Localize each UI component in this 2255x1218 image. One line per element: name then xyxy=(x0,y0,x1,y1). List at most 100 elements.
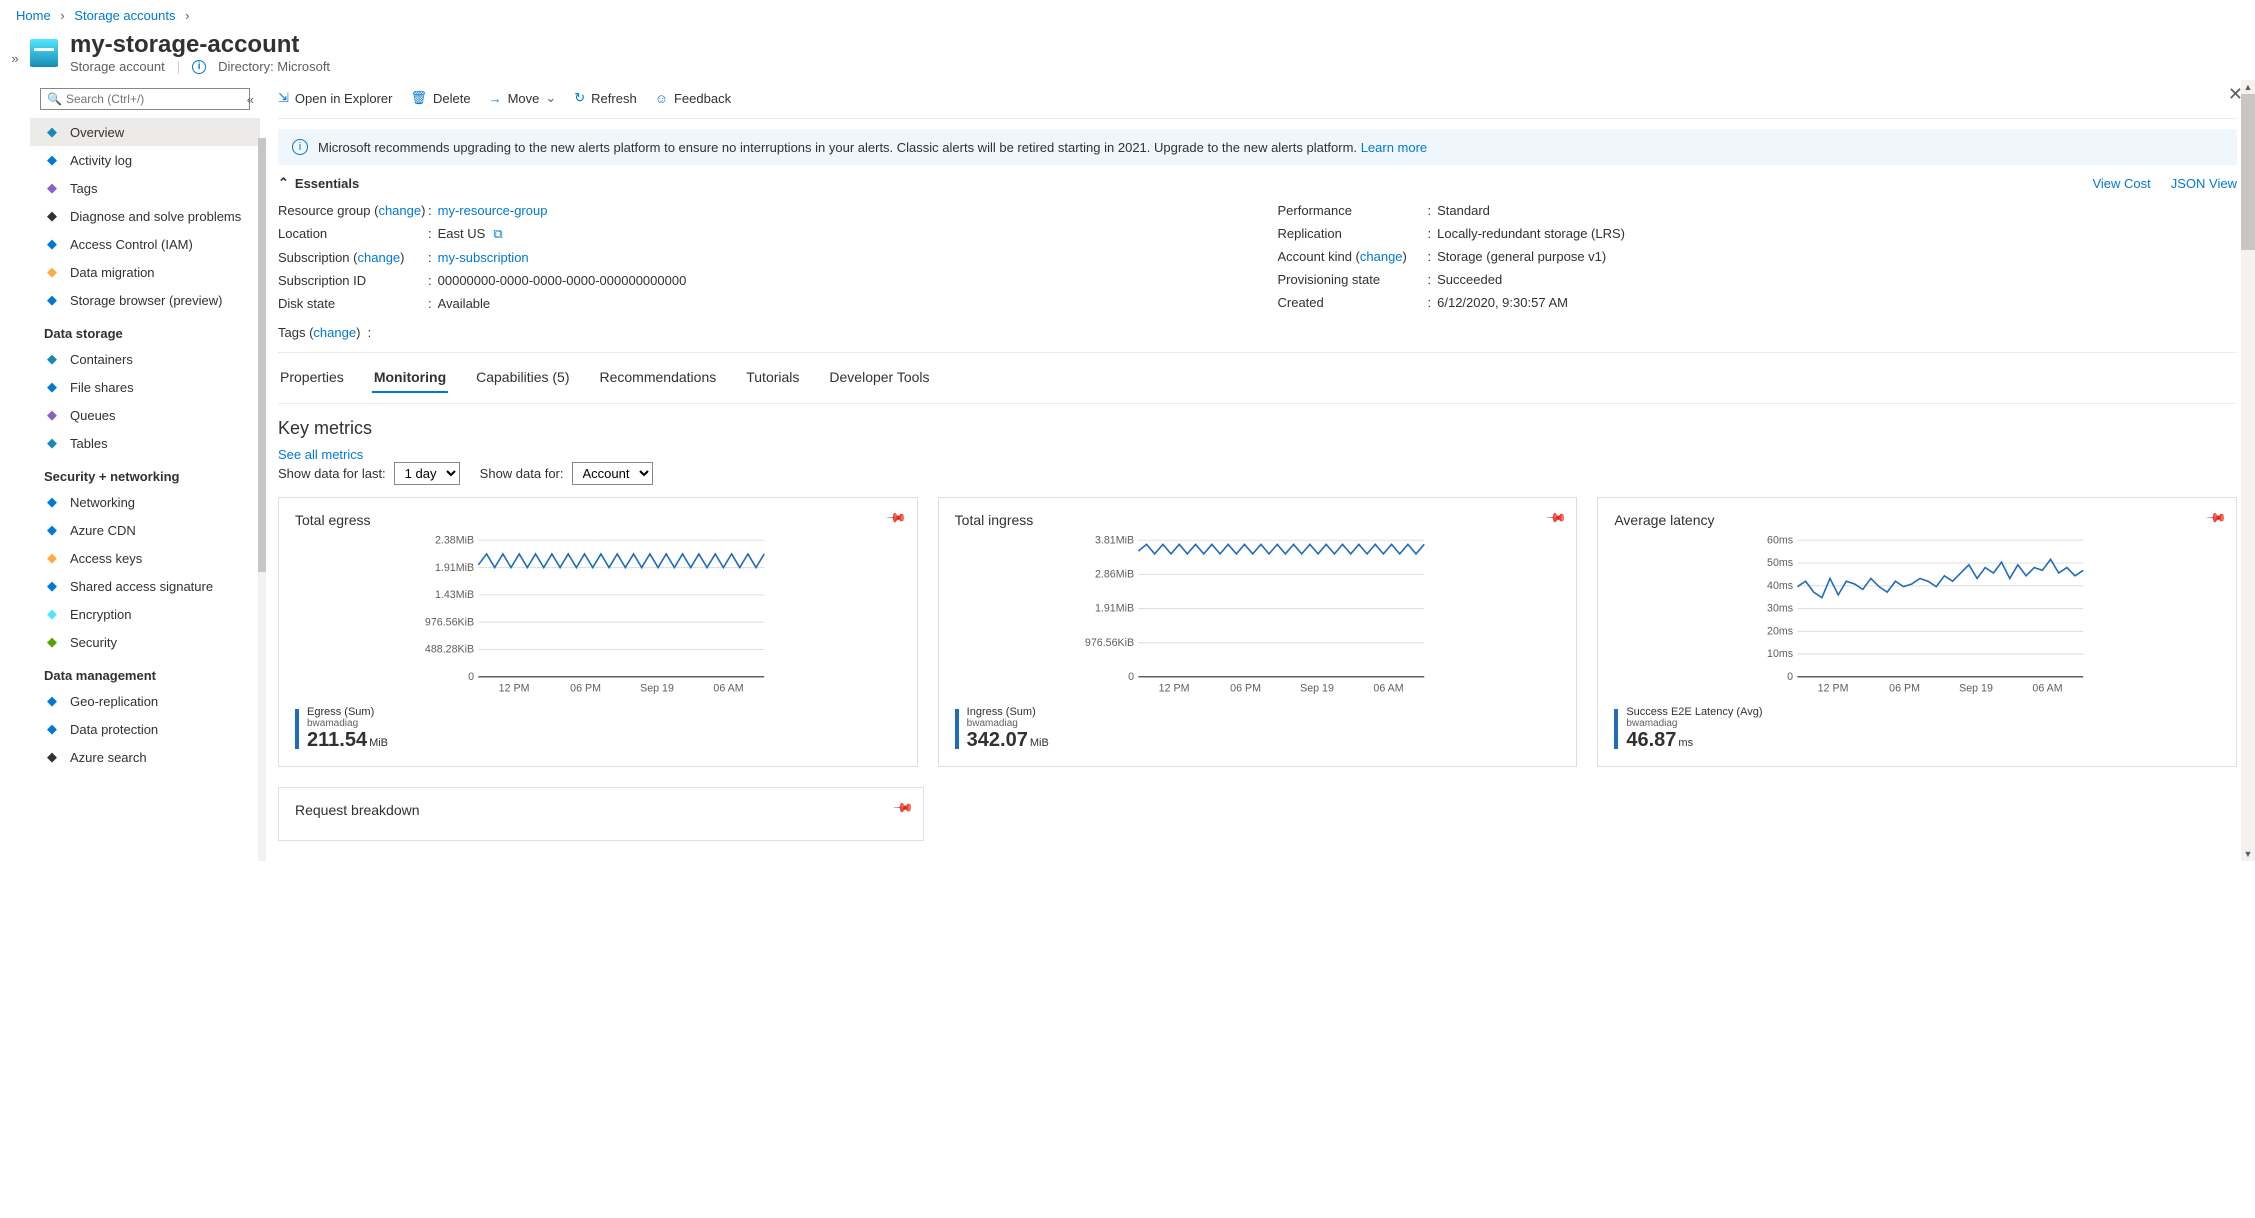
tab-developer-tools[interactable]: Developer Tools xyxy=(827,363,931,393)
sidebar-item[interactable]: ◆File shares xyxy=(30,373,260,401)
sidebar-item[interactable]: ◆Azure CDN xyxy=(30,516,260,544)
json-view-link[interactable]: JSON View xyxy=(2171,176,2237,191)
learn-more-link[interactable]: Learn more xyxy=(1361,140,1427,155)
essentials-toggle[interactable]: ⌃ Essentials xyxy=(278,175,359,191)
sidebar-item[interactable]: ◆Diagnose and solve problems xyxy=(30,202,260,230)
legend-resource-name: bwamadiag xyxy=(1626,718,1762,729)
scroll-up-arrow-icon[interactable]: ▲ xyxy=(2241,80,2255,94)
svg-text:12 PM: 12 PM xyxy=(1158,683,1189,695)
sidebar-item[interactable]: ◆Security xyxy=(30,628,260,656)
show-for-select[interactable]: Account xyxy=(572,462,653,485)
feedback-button[interactable]: ☺ Feedback xyxy=(655,91,731,106)
show-last-select[interactable]: 1 day xyxy=(394,462,460,485)
sidebar-item[interactable]: ◆Shared access signature xyxy=(30,572,260,600)
performance-label: Performance xyxy=(1278,203,1428,218)
sidebar-item[interactable]: ◆Access Control (IAM) xyxy=(30,230,260,258)
sidebar-item[interactable]: ◆ Access keys xyxy=(30,544,260,572)
card-title: Total egress xyxy=(295,512,901,528)
svg-text:3.81MiB: 3.81MiB xyxy=(1095,536,1134,546)
move-label: Move xyxy=(508,91,540,106)
copy-icon[interactable]: ⧉ xyxy=(493,226,502,242)
search-input[interactable] xyxy=(66,92,243,106)
svg-text:2.38MiB: 2.38MiB xyxy=(435,536,474,546)
resource-type-label: Storage account xyxy=(70,59,165,74)
sidebar-item-label: Encryption xyxy=(70,607,131,622)
sidebar-item[interactable]: ◆Tables xyxy=(30,429,260,457)
key-metrics-title: Key metrics xyxy=(278,418,2237,439)
sidebar-item-label: Queues xyxy=(70,408,116,423)
svg-text:20ms: 20ms xyxy=(1767,625,1793,637)
scroll-down-arrow-icon[interactable]: ▼ xyxy=(2241,847,2255,861)
sidebar-item-label: Networking xyxy=(70,495,135,510)
subscription-label: Subscription xyxy=(278,250,350,265)
see-all-metrics-link[interactable]: See all metrics xyxy=(278,447,363,462)
legend-resource-name: bwamadiag xyxy=(967,718,1049,729)
sidebar-item-label: Geo-replication xyxy=(70,694,158,709)
sidebar-item-label: Shared access signature xyxy=(70,579,213,594)
refresh-button[interactable]: ↻ Refresh xyxy=(574,90,636,106)
legend-unit: ms xyxy=(1678,737,1693,749)
svg-text:0: 0 xyxy=(1128,671,1134,683)
sidebar-item[interactable]: ◆Containers xyxy=(30,345,260,373)
sidebar-section-data-mgmt: Data management xyxy=(30,656,260,687)
subscription-value[interactable]: my-subscription xyxy=(438,250,529,265)
sidebar-item[interactable]: ◆Activity log xyxy=(30,146,260,174)
content-scrollbar[interactable]: ▲ ▼ xyxy=(2241,80,2255,861)
svg-text:488.28KiB: 488.28KiB xyxy=(425,644,474,656)
sidebar-item-label: Security xyxy=(70,635,117,650)
created-label: Created xyxy=(1278,295,1428,310)
open-explorer-label: Open in Explorer xyxy=(295,91,393,106)
nav-icon: ◆ xyxy=(44,236,60,252)
collapse-sidebar-button[interactable]: « xyxy=(247,92,254,107)
sidebar-item[interactable]: ◆ Networking xyxy=(30,488,260,516)
chevron-down-icon: ⌄ xyxy=(545,90,556,106)
sidebar-item-label: Azure CDN xyxy=(70,523,136,538)
tab-capabilities[interactable]: Capabilities (5) xyxy=(474,363,571,393)
refresh-icon: ↻ xyxy=(574,90,585,106)
nav-icon: ◆ xyxy=(44,721,60,737)
resource-group-value[interactable]: my-resource-group xyxy=(438,203,548,218)
tab-properties[interactable]: Properties xyxy=(278,363,346,393)
card-request-breakdown: 📌 Request breakdown xyxy=(278,787,924,841)
change-subscription-link[interactable]: change xyxy=(358,250,401,265)
tab-monitoring[interactable]: Monitoring xyxy=(372,363,448,393)
change-tags-link[interactable]: change xyxy=(313,325,356,340)
sidebar-item-label: Azure search xyxy=(70,750,147,765)
card-average-latency: 📌 Average latency 60ms50ms40ms30ms20ms10… xyxy=(1597,497,2237,767)
sidebar-item[interactable]: ◆Overview xyxy=(30,118,260,146)
move-button[interactable]: → Move ⌄ xyxy=(489,90,557,106)
change-resource-group-link[interactable]: change xyxy=(378,203,421,218)
sidebar-item[interactable]: ◆Tags xyxy=(30,174,260,202)
legend-unit: MiB xyxy=(369,737,388,749)
tab-recommendations[interactable]: Recommendations xyxy=(598,363,719,393)
card-title: Average latency xyxy=(1614,512,2220,528)
sidebar-item[interactable]: ◆Geo-replication xyxy=(30,687,260,715)
nav-icon: ◆ xyxy=(44,494,60,510)
delete-button[interactable]: 🗑 Delete xyxy=(410,90,470,106)
open-explorer-button[interactable]: ⇲ Open in Explorer xyxy=(278,90,392,106)
expand-nav-button[interactable]: » xyxy=(0,31,30,861)
tab-tutorials[interactable]: Tutorials xyxy=(744,363,801,393)
breadcrumb-home[interactable]: Home xyxy=(16,8,51,23)
sidebar-item[interactable]: ◆Azure search xyxy=(30,743,260,771)
sidebar-item[interactable]: ◆Data migration xyxy=(30,258,260,286)
svg-text:12 PM: 12 PM xyxy=(499,683,530,695)
sidebar-item[interactable]: ◆Encryption xyxy=(30,600,260,628)
svg-text:Sep 19: Sep 19 xyxy=(640,683,674,695)
sidebar-item-label: Containers xyxy=(70,352,133,367)
sidebar-item-label: Access keys xyxy=(70,551,142,566)
nav-icon: ◆ xyxy=(44,550,60,566)
sidebar-item[interactable]: ◆Storage browser (preview) xyxy=(30,286,260,314)
legend-unit: MiB xyxy=(1030,737,1049,749)
sidebar-item[interactable]: ◆Queues xyxy=(30,401,260,429)
chart-ingress: 3.81MiB2.86MiB1.91MiB976.56KiB012 PM06 P… xyxy=(955,536,1561,696)
change-account-kind-link[interactable]: change xyxy=(1360,249,1403,264)
sidebar-item[interactable]: ◆Data protection xyxy=(30,715,260,743)
location-value: East US xyxy=(438,226,486,242)
search-box[interactable]: 🔍 xyxy=(40,88,250,110)
breadcrumb-storage-accounts[interactable]: Storage accounts xyxy=(74,8,175,23)
view-cost-link[interactable]: View Cost xyxy=(2092,176,2150,191)
sidebar-item-label: Activity log xyxy=(70,153,132,168)
legend-color-swatch xyxy=(295,709,299,749)
search-icon: 🔍 xyxy=(47,92,62,106)
